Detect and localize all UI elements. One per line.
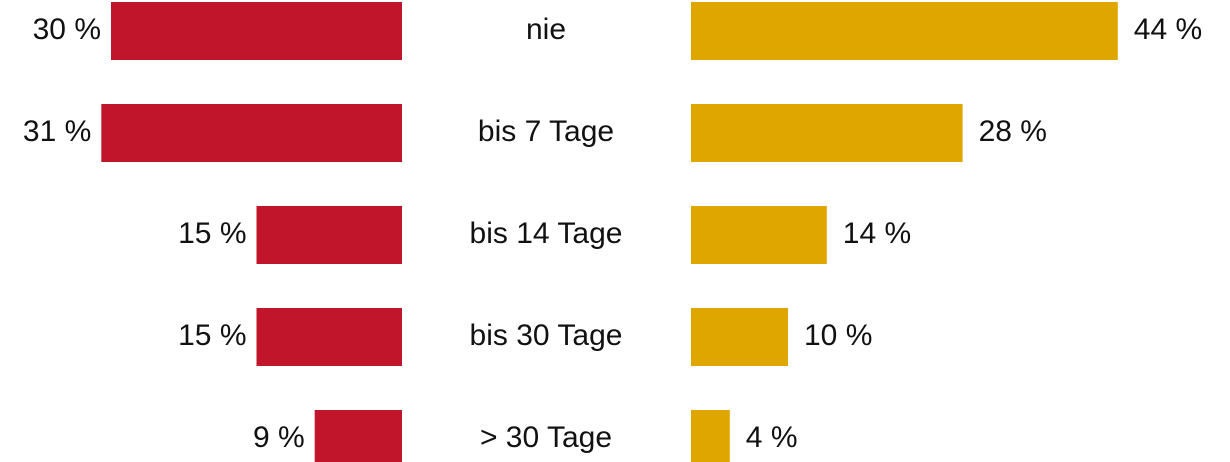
bar (256, 206, 402, 264)
value-label: 44 % (1134, 13, 1202, 46)
value-label: 14 % (843, 217, 911, 250)
bar (101, 104, 403, 162)
value-label: 15 % (178, 319, 246, 352)
bar (691, 104, 963, 162)
category-label: > 30 Tage (480, 421, 612, 454)
value-label: 4 % (746, 421, 798, 454)
bar (691, 308, 788, 366)
category-label: bis 14 Tage (470, 217, 623, 250)
bar (691, 206, 827, 264)
category-label: bis 30 Tage (470, 319, 623, 352)
bar (314, 410, 402, 462)
value-label: 30 % (33, 13, 101, 46)
value-label: 28 % (979, 115, 1047, 148)
category-label: bis 7 Tage (478, 115, 614, 148)
bar (256, 308, 402, 366)
bar (111, 2, 402, 60)
value-label: 31 % (23, 115, 91, 148)
category-label: nie (526, 13, 566, 46)
bar (691, 2, 1118, 60)
bar (691, 410, 730, 462)
value-label: 15 % (178, 217, 246, 250)
value-label: 9 % (253, 421, 305, 454)
value-label: 10 % (804, 319, 872, 352)
